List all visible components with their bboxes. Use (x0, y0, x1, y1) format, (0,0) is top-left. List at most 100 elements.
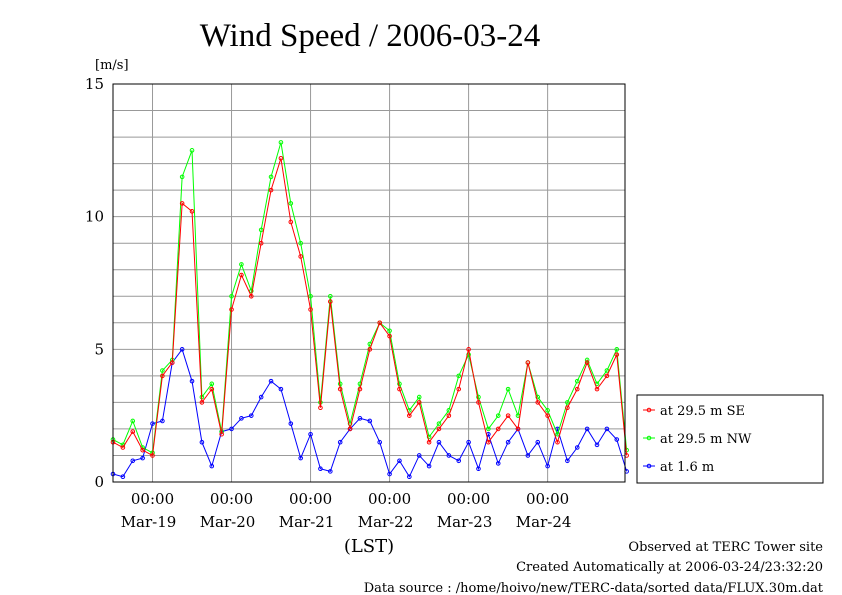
data-point (347, 426, 353, 432)
data-point (199, 439, 205, 445)
data-point (505, 386, 511, 392)
data-point (219, 431, 224, 437)
y-axis-label: [m/s] (95, 58, 129, 73)
footer-datasource: Data source : /home/hoivo/new/TERC-data/… (364, 581, 824, 595)
data-point (268, 378, 274, 384)
data-point (189, 148, 195, 153)
x-tick-date: Mar-22 (358, 513, 414, 531)
data-point (426, 439, 432, 445)
data-point (584, 426, 590, 432)
data-point (239, 272, 244, 278)
data-point (150, 453, 155, 458)
data-point (288, 219, 294, 225)
y-ticks: 0 5 10 15 (85, 75, 104, 491)
data-point (565, 405, 570, 411)
data-point (604, 373, 610, 379)
x-axis-label: (LST) (344, 536, 394, 557)
data-point (268, 187, 274, 193)
y-tick-label: 15 (85, 75, 104, 93)
data-point (179, 347, 185, 352)
data-point (288, 421, 294, 426)
data-point (199, 400, 205, 405)
data-point (436, 439, 442, 445)
data-point (397, 381, 402, 387)
data-point (574, 378, 580, 384)
data-point (584, 360, 590, 365)
legend-label: at 29.5 m SE (660, 404, 745, 419)
data-point (426, 463, 432, 469)
series-line (112, 348, 628, 478)
data-point (239, 262, 244, 267)
data-point (535, 439, 541, 445)
data-point (397, 458, 402, 464)
data-point (594, 442, 600, 448)
data-point (446, 453, 452, 458)
data-point (387, 333, 392, 339)
data-point (604, 426, 610, 432)
x-tick-time: 00:00 (368, 490, 411, 508)
legend-swatch-marker (646, 463, 652, 469)
legend-box (636, 394, 824, 484)
legend-label: at 29.5 m NW (660, 432, 752, 447)
series-line (112, 142, 628, 454)
data-point (476, 400, 481, 405)
x-tick-date: Mar-19 (121, 513, 177, 531)
data-point (209, 381, 215, 387)
series-lines (110, 140, 629, 479)
data-point (318, 405, 323, 411)
chart-title: Wind Speed / 2006-03-24 (200, 18, 541, 54)
x-tick-date: Mar-23 (437, 513, 493, 531)
data-point (565, 400, 570, 405)
data-point (248, 288, 254, 294)
data-point (229, 293, 234, 299)
x-tick-time: 00:00 (131, 490, 174, 508)
x-tick-date: Mar-24 (516, 513, 572, 531)
data-point (486, 426, 491, 432)
y-tick-label: 0 (94, 473, 104, 491)
data-point (476, 466, 481, 472)
data-point (416, 394, 422, 400)
data-point (130, 429, 136, 434)
data-point (367, 418, 373, 424)
data-point (278, 140, 284, 145)
data-point (407, 413, 412, 418)
data-point (574, 445, 580, 450)
data-point (258, 227, 264, 233)
data-point (189, 209, 195, 214)
legend: at 29.5 m SE at 29.5 m NW at 1.6 m (636, 394, 824, 484)
data-point (594, 386, 600, 392)
data-point (150, 421, 155, 426)
legend-swatch-marker (646, 435, 652, 441)
data-point (614, 437, 620, 442)
data-point (179, 174, 185, 180)
footer-observed: Observed at TERC Tower site (628, 540, 823, 555)
data-point (318, 466, 323, 472)
data-point (476, 394, 481, 400)
data-point (515, 426, 521, 432)
data-point (505, 413, 511, 418)
data-point (169, 360, 175, 365)
data-point (377, 439, 383, 445)
data-point (416, 453, 422, 458)
data-point (120, 474, 126, 479)
data-point (209, 386, 215, 392)
data-point (229, 426, 234, 432)
data-point (328, 293, 333, 299)
series-line (112, 158, 628, 457)
data-point (525, 453, 531, 458)
data-point (298, 455, 303, 461)
data-point (486, 439, 491, 445)
data-point (407, 474, 412, 479)
data-point (130, 458, 136, 464)
data-point (308, 293, 313, 299)
data-point (328, 469, 333, 474)
data-point (160, 418, 165, 424)
legend-label: at 1.6 m (660, 460, 714, 475)
data-point (248, 293, 254, 299)
y-tick-label: 10 (85, 208, 104, 226)
data-point (248, 413, 254, 418)
data-point (574, 386, 580, 392)
legend-swatch-marker (646, 407, 652, 413)
data-point (466, 347, 471, 352)
